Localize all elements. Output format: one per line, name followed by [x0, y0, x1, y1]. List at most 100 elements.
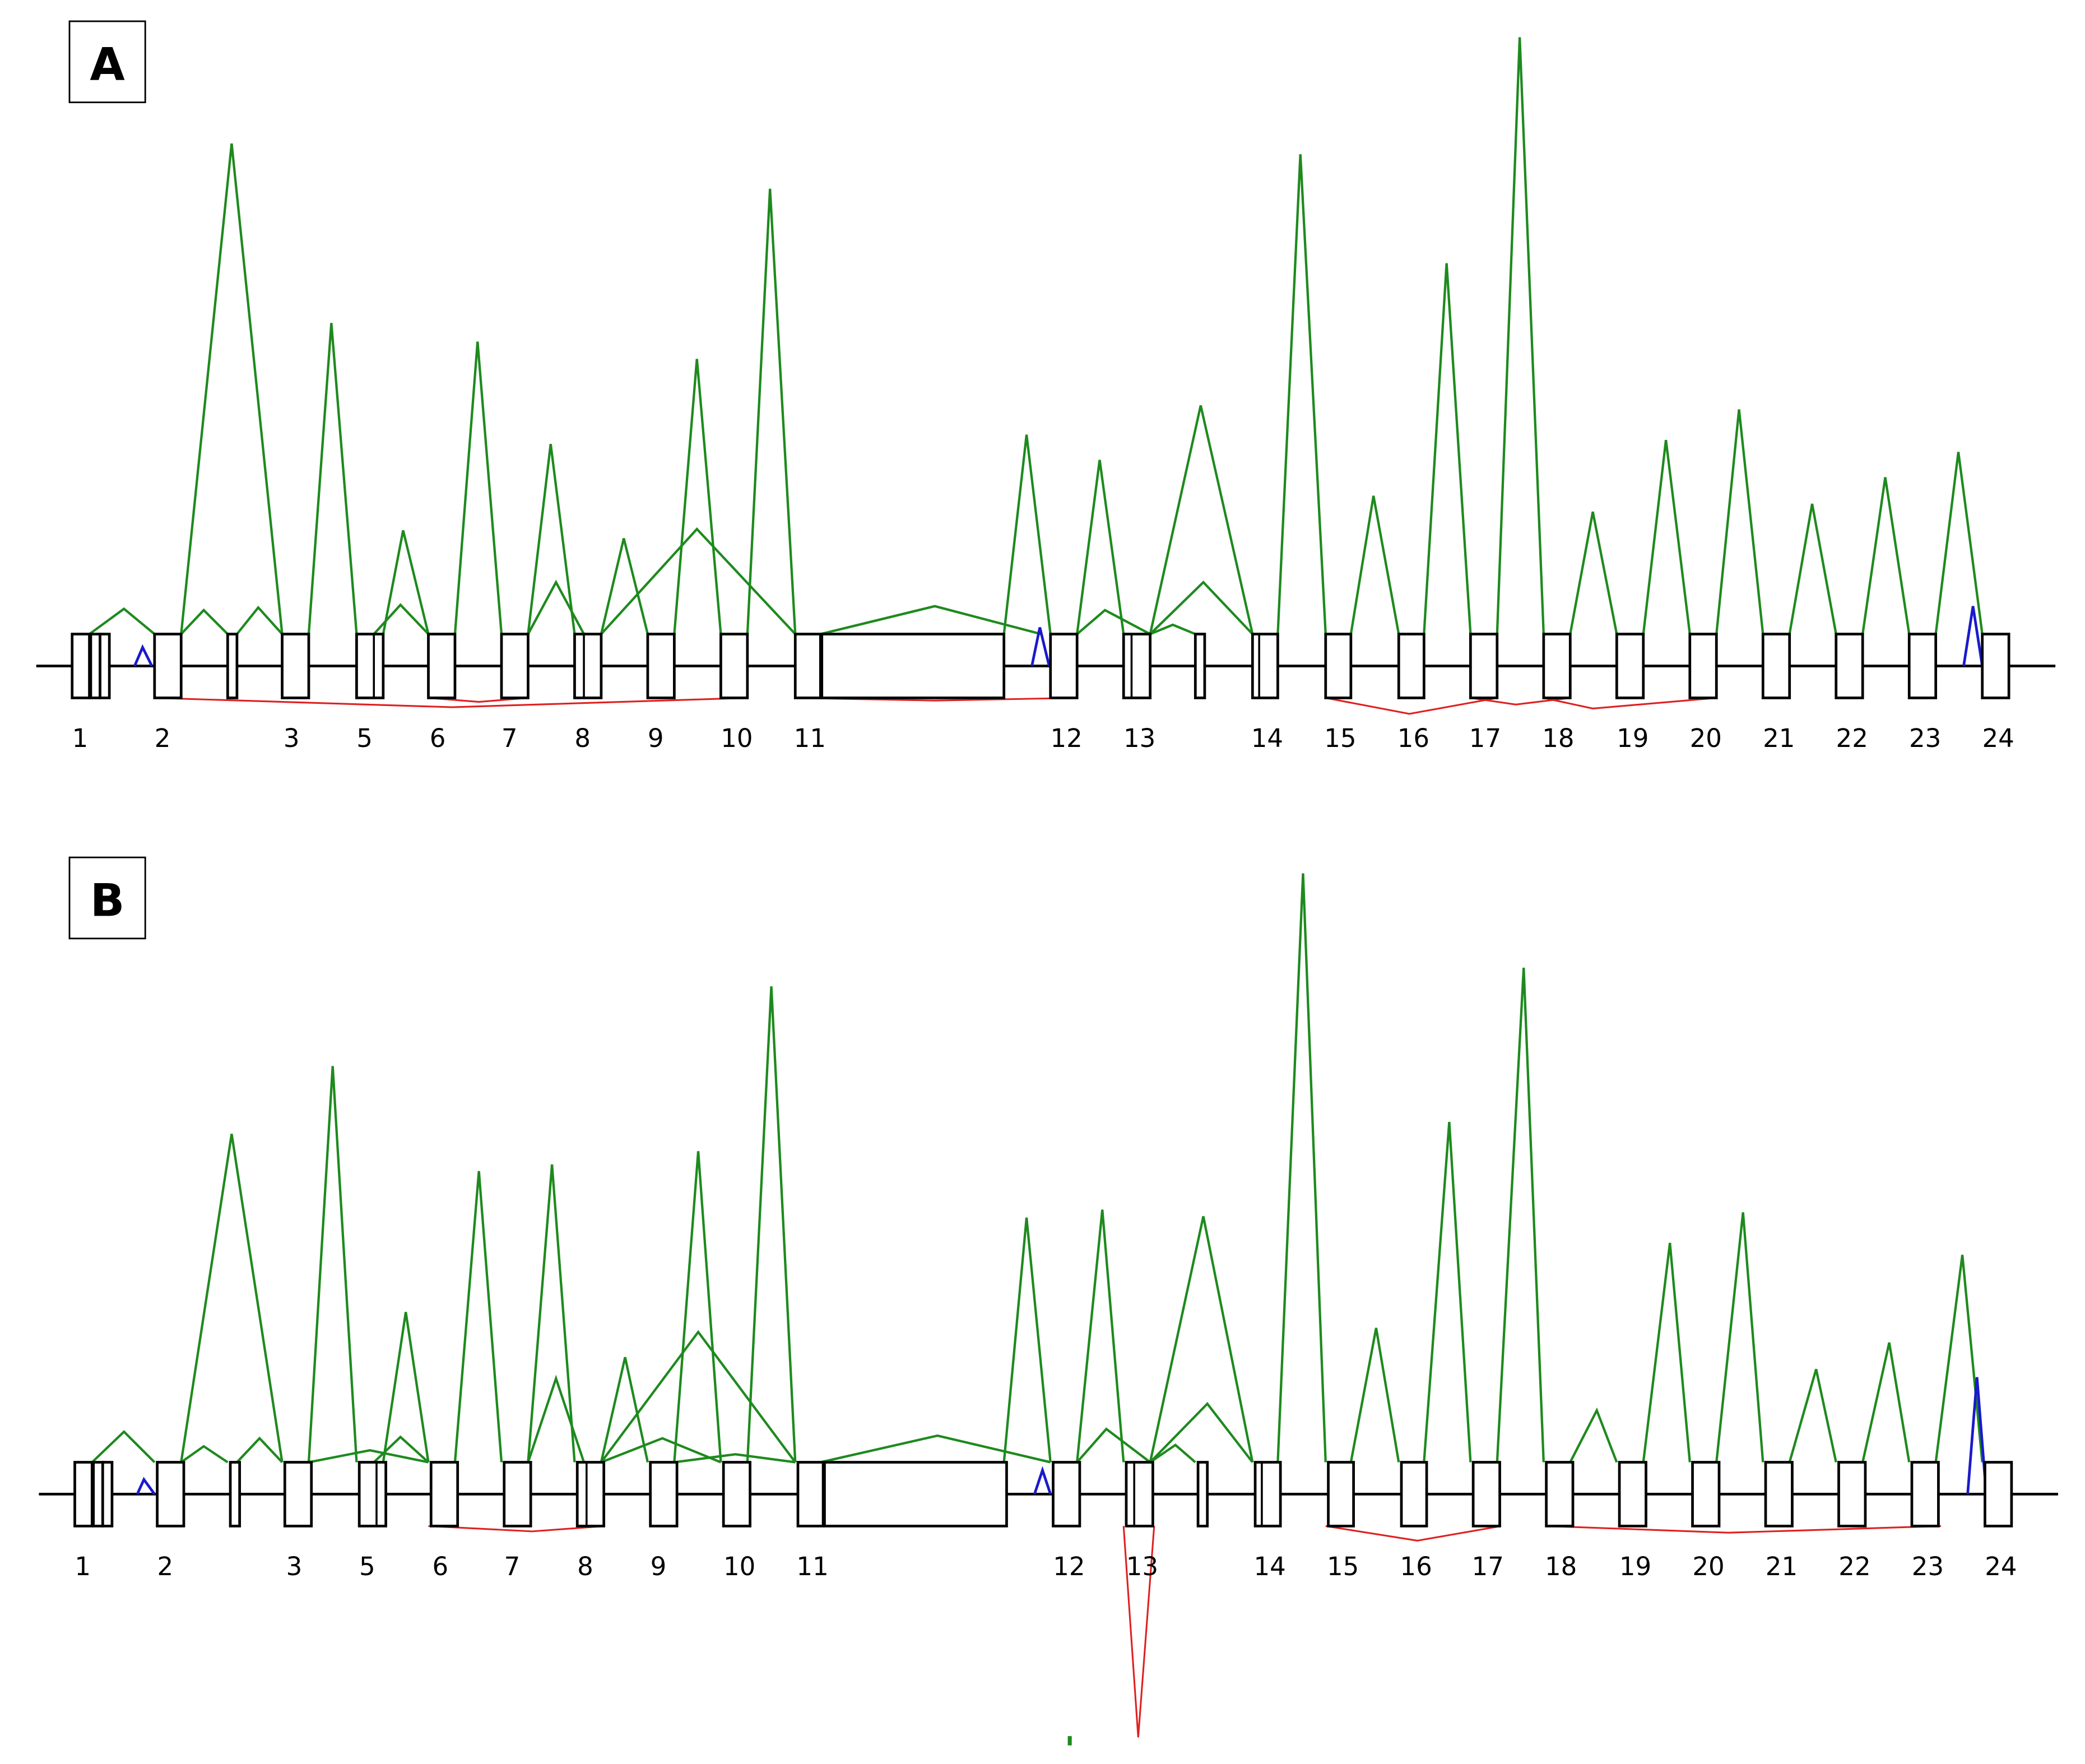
exon-label: 16 — [1397, 723, 1429, 753]
exon — [1691, 1461, 1721, 1528]
exon — [1761, 633, 1791, 699]
exon — [1253, 1461, 1282, 1528]
exon-label: 13 — [1123, 723, 1155, 753]
junction-arc — [600, 538, 649, 635]
exon — [1688, 633, 1718, 699]
junction-arc — [236, 1436, 284, 1463]
exon-label: 18 — [1542, 723, 1574, 753]
junction-arc — [600, 1357, 649, 1463]
exon-label: 10 — [723, 1552, 755, 1581]
junction-arc — [180, 1134, 284, 1463]
exon — [1049, 633, 1079, 699]
exon-label: 3 — [284, 723, 300, 753]
exon-label: 18 — [1545, 1552, 1577, 1581]
exon — [71, 633, 91, 699]
junction-arc — [1496, 967, 1545, 1463]
exon-label: 7 — [501, 723, 518, 753]
exon-label: 21 — [1763, 723, 1795, 753]
junction-arc — [382, 1312, 430, 1463]
junction-arc — [1788, 503, 1837, 634]
junction-arc — [527, 579, 585, 635]
exon-label: 6 — [430, 723, 446, 753]
exon — [796, 1461, 825, 1528]
junction-arc-red — [1325, 697, 1498, 715]
junction-arc — [527, 444, 576, 634]
exon — [1907, 633, 1938, 699]
junction-arc — [746, 986, 797, 1463]
exon-label: 5 — [359, 1552, 375, 1581]
junction-arc-red — [1547, 1525, 1942, 1534]
panel-label: B — [90, 874, 124, 927]
panel-label-box — [68, 856, 146, 940]
exon-label: 19 — [1617, 723, 1649, 753]
exon-label: 17 — [1469, 723, 1501, 753]
exon — [719, 633, 749, 699]
marker — [1067, 1736, 1072, 1746]
junction-arc — [236, 605, 284, 635]
exon — [1196, 1461, 1209, 1528]
junction-arc — [1149, 1401, 1254, 1463]
exon-label: 21 — [1766, 1552, 1798, 1581]
exon — [1835, 633, 1864, 699]
exon-label: 11 — [796, 1552, 828, 1581]
junction-arc — [1002, 434, 1052, 634]
junction-arc — [1149, 1216, 1254, 1463]
junction-arc — [1861, 477, 1911, 634]
junction-arc — [1149, 581, 1253, 635]
exon-label: 24 — [1985, 1552, 2017, 1581]
junction-arc — [382, 530, 430, 635]
junction-arc — [820, 1434, 1051, 1464]
exon — [89, 633, 101, 699]
exon-label: 2 — [157, 1552, 173, 1581]
exon-label: 13 — [1126, 1552, 1158, 1581]
exon — [820, 633, 1006, 699]
exon — [1125, 1461, 1154, 1528]
exon-label: 12 — [1053, 1552, 1085, 1581]
junction-arc — [180, 1445, 229, 1464]
exon-label: 11 — [794, 723, 826, 753]
junction-arc — [1076, 1427, 1151, 1464]
exon-label: 16 — [1400, 1552, 1432, 1581]
exon — [573, 633, 603, 699]
exon — [1400, 1461, 1428, 1528]
exon — [1837, 1461, 1867, 1528]
exon — [1324, 633, 1353, 699]
exon — [1618, 1461, 1647, 1528]
junction-arc — [307, 1066, 358, 1463]
exon — [1615, 633, 1645, 699]
exon-label: 8 — [574, 723, 591, 753]
exon — [153, 633, 183, 699]
panel: A1 2 3 5 6 7 8 9 10 11 12 13 14 15 16 17 18 19 20 21 22 23 24 — [36, 20, 2056, 753]
junction-arc — [1934, 1255, 1984, 1463]
junction-arc — [373, 1435, 429, 1464]
junction-arc — [453, 1171, 503, 1463]
junction-arc — [527, 1375, 586, 1463]
exon-label: 19 — [1619, 1552, 1651, 1581]
junction-arc — [600, 527, 796, 635]
junction-arc — [180, 608, 229, 635]
junction-arc — [1276, 873, 1327, 1463]
junction-arc — [1002, 1217, 1052, 1463]
exon-label: 15 — [1327, 1552, 1359, 1581]
junction-arc — [1715, 409, 1764, 634]
junction-arc-red — [1325, 1525, 1502, 1542]
exon-label: 2 — [155, 723, 171, 753]
exon-label: 15 — [1324, 723, 1356, 753]
junction-arc-blue — [136, 1477, 156, 1495]
exon — [156, 1461, 185, 1528]
exon — [1397, 633, 1425, 699]
junction-arc — [746, 188, 797, 634]
junction-arc — [89, 607, 156, 635]
junction-arc — [1642, 1242, 1691, 1463]
exon — [357, 1461, 387, 1528]
junction-arc — [1569, 1407, 1618, 1463]
junction-arc — [91, 1429, 156, 1464]
exon-label: 20 — [1692, 1552, 1724, 1581]
exon — [1194, 633, 1206, 699]
junction-arc — [1423, 1122, 1472, 1463]
exon — [1251, 633, 1279, 699]
exon-label: 22 — [1836, 723, 1868, 753]
exon-label: 20 — [1690, 723, 1722, 753]
junction-arc — [1149, 623, 1196, 635]
exon — [226, 633, 239, 699]
